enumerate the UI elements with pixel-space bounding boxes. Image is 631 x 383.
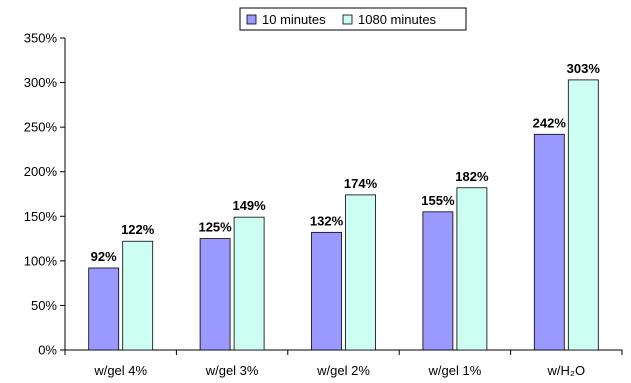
legend-swatch [342,14,353,25]
y-tick-label: 0% [38,343,57,358]
data-label: 303% [567,61,601,76]
data-labels: 92% 122% 125%149% 132% 174% 155%182% 242% 303% [91,61,601,264]
x-tick-label: w/gel 2% [316,363,370,378]
data-label: 182% [455,169,489,184]
data-label: 242% [533,115,567,130]
data-label: 122% [121,222,155,237]
data-label: 92% [91,249,117,264]
y-tick-label: 350% [24,31,58,46]
y-tick-label: 300% [24,75,58,90]
legend-label: 10 minutes [262,12,326,27]
bar-series-1 [199,238,231,351]
y-tick-label: 100% [24,253,58,268]
bar-series-1 [533,133,565,351]
bar-series-2 [233,216,265,351]
data-label: 125% [198,220,232,235]
y-tick-label: 250% [24,120,58,135]
bar-series-2 [345,194,376,351]
data-label: 174% [344,176,378,191]
legend-box [239,7,467,31]
bar-series-2 [456,187,488,351]
data-label: 149% [232,198,266,213]
bar-series-1 [422,211,454,351]
bars [88,79,599,351]
bar-series-1 [311,231,342,351]
data-label: 155% [421,193,455,208]
bar-series-2 [567,79,599,351]
y-tick-label: 50% [31,298,57,313]
bar-series-1 [88,267,120,351]
bar-series-2 [122,240,154,351]
legend: 10 minutes 1080 minutes [239,7,467,31]
x-tick-label: w/H₂O [547,363,586,378]
x-tick-label: w/gel 4% [93,363,147,378]
data-label: 132% [310,213,344,228]
legend-swatch [246,14,257,25]
legend-label: 1080 minutes [358,12,437,27]
axes: 0% 50% 100% 150% 200% 250% 300% 350% w/gel 4% w/g… [24,31,623,378]
y-tick-label: 150% [24,209,58,224]
y-tick-label: 200% [24,164,58,179]
x-tick-label: w/gel 3% [205,363,259,378]
x-tick-label: w/gel 1% [428,363,482,378]
